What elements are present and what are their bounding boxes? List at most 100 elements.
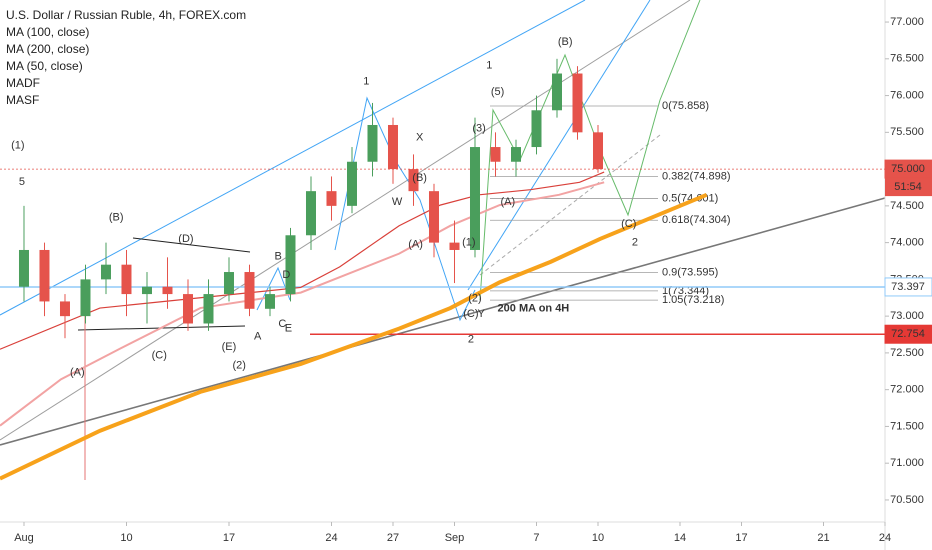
wave-label: (2) xyxy=(233,359,246,371)
wave-label: (2) xyxy=(468,292,481,304)
wave-label: 2 xyxy=(468,334,474,346)
x-tick-label: 21 xyxy=(817,532,829,544)
candle-body xyxy=(285,235,296,295)
y-tick-label: 72.500 xyxy=(890,347,924,359)
wave-label: A xyxy=(254,331,262,343)
fib-label: 0(75.858) xyxy=(662,100,709,112)
candle-body xyxy=(592,132,603,170)
y-tick-label: 73.000 xyxy=(890,310,924,322)
wave-label: (E) xyxy=(222,341,237,353)
candle-body xyxy=(367,124,378,162)
wave-label: 200 MA on 4H xyxy=(498,303,570,315)
candle-body xyxy=(510,147,521,162)
candle-body xyxy=(387,124,398,170)
y-tick-label: 74.000 xyxy=(890,237,924,249)
candle-body xyxy=(264,294,275,309)
wave-path xyxy=(479,0,701,301)
indicator-label: MA (100, close) xyxy=(6,25,89,39)
y-tick-label: 74.500 xyxy=(890,200,924,212)
wave-label: C xyxy=(278,318,286,330)
wave-label: (D) xyxy=(178,233,193,245)
wave-label: 1 xyxy=(363,76,369,88)
trend-line xyxy=(0,0,586,316)
x-tick-label: 24 xyxy=(879,532,891,544)
candle-body xyxy=(18,249,29,287)
candle-body xyxy=(244,272,255,309)
candle-body xyxy=(80,279,91,317)
candle-body xyxy=(121,264,132,295)
wave-label: 5 xyxy=(19,176,25,188)
x-tick-label: 10 xyxy=(120,532,132,544)
fib-label: 0.9(73.595) xyxy=(662,266,718,278)
indicator-label: MA (50, close) xyxy=(6,59,83,73)
trend-line xyxy=(0,197,886,446)
wave-label: Y xyxy=(477,308,485,320)
ma-line xyxy=(0,192,708,481)
fib-label: 0.618(74.304) xyxy=(662,214,731,226)
wave-label: (B) xyxy=(109,212,124,224)
price-label: 72.754 xyxy=(891,328,925,340)
ma-line xyxy=(0,181,605,427)
candle-body xyxy=(469,147,480,250)
price-box xyxy=(884,277,932,297)
candle-body xyxy=(141,286,152,295)
wave-label: (1) xyxy=(11,139,24,151)
trend-line xyxy=(0,0,691,441)
x-tick-label: 24 xyxy=(325,532,337,544)
candle-body xyxy=(203,294,214,324)
indicator-label: MA (200, close) xyxy=(6,42,89,56)
wave-label: (C) xyxy=(463,308,478,320)
candle-body xyxy=(572,73,583,133)
wave-label: B xyxy=(275,250,282,262)
wave-label: (3) xyxy=(472,123,485,135)
candle-body xyxy=(223,272,234,295)
wave-label: (A) xyxy=(408,239,423,251)
x-tick-label: Aug xyxy=(14,532,34,544)
candle-body xyxy=(551,73,562,111)
candle-body xyxy=(408,169,419,192)
x-tick-label: Sep xyxy=(445,532,465,544)
x-tick-label: 27 xyxy=(387,532,399,544)
indicator-label: MADF xyxy=(6,76,40,90)
fib-label: 1(73.344) xyxy=(662,285,709,297)
wave-label: D xyxy=(282,269,290,281)
projection xyxy=(479,134,661,276)
candle-body xyxy=(100,264,111,280)
x-tick-label: 10 xyxy=(592,532,604,544)
candle-body xyxy=(305,191,316,236)
candle-body xyxy=(182,294,193,324)
y-tick-label: 70.500 xyxy=(890,494,924,506)
wave-label: (C) xyxy=(621,218,636,230)
trend-line xyxy=(132,237,251,253)
candle-body xyxy=(326,191,337,206)
wave-label: 1 xyxy=(486,59,492,71)
candle-body xyxy=(428,191,439,243)
wave-label: (B) xyxy=(558,36,573,48)
x-tick-label: 17 xyxy=(735,532,747,544)
countdown: 51:54 xyxy=(894,181,922,193)
wave-label: (C) xyxy=(152,350,167,362)
candle-body xyxy=(490,147,501,162)
price-label: 73.397 xyxy=(891,281,925,293)
candle-body xyxy=(59,301,70,317)
wave-label: X xyxy=(416,131,424,143)
x-tick-label: 14 xyxy=(674,532,686,544)
candle-body xyxy=(39,249,50,302)
y-tick-label: 71.500 xyxy=(890,420,924,432)
wave-label: (A) xyxy=(500,196,515,208)
wave-label: (B) xyxy=(412,172,427,184)
wave-label: 2 xyxy=(632,237,638,249)
y-tick-label: 72.000 xyxy=(890,384,924,396)
countdown-box xyxy=(885,178,932,197)
candle-body xyxy=(449,242,460,250)
y-tick-label: 75.500 xyxy=(890,126,924,138)
wave-label: (A) xyxy=(70,367,85,379)
fib-label: 0.382(74.898) xyxy=(662,171,731,183)
price-label: 75.000 xyxy=(891,163,925,175)
candle-body xyxy=(531,110,542,148)
y-tick-label: 76.000 xyxy=(890,89,924,101)
candle-body xyxy=(162,286,173,295)
y-tick-label: 71.000 xyxy=(890,457,924,469)
